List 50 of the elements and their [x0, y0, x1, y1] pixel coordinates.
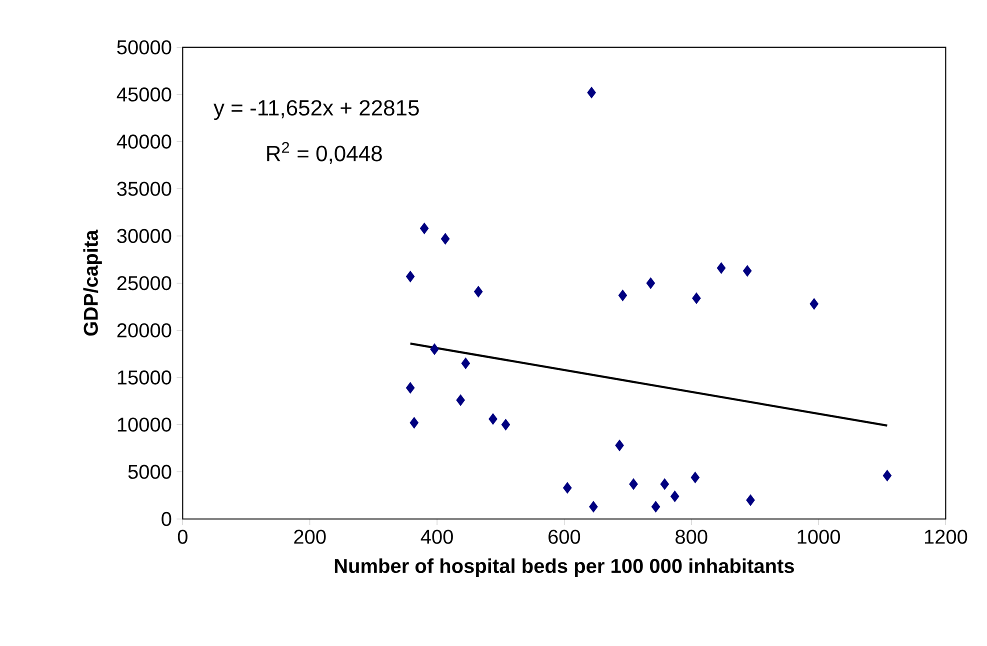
y-tick-label: 35000: [117, 182, 172, 196]
point: [501, 418, 510, 430]
x-tick-label: 800: [676, 530, 708, 544]
point: [810, 298, 818, 310]
x-tick-label: 0: [178, 530, 188, 544]
x-axis-title: Number of hospital beds per 100 000 inhabitants: [334, 558, 794, 577]
point: [742, 265, 752, 277]
annotation: y = -11,652x + 22815: [214, 100, 419, 120]
point: [615, 440, 624, 452]
y-tick-label: 20000: [117, 323, 172, 338]
point: [882, 470, 892, 482]
y-tick-label: 10000: [118, 418, 172, 432]
y-tick-label: 30000: [117, 228, 172, 244]
y-axis-title: GDP/capita: [83, 230, 102, 336]
point: [690, 472, 700, 484]
point: [692, 292, 701, 304]
annotation: R$^{2}$ = 0,0448: [267, 142, 382, 164]
x-tick-label: 1000: [798, 530, 840, 544]
point: [651, 500, 660, 512]
point: [589, 500, 598, 512]
y-tick-label: 5000: [128, 464, 172, 479]
x-tick-label: 400: [420, 530, 453, 544]
point: [670, 490, 680, 502]
point: [488, 413, 498, 425]
y-tick-label: 15000: [118, 370, 172, 385]
point: [716, 262, 726, 274]
point: [629, 478, 638, 490]
point: [646, 277, 656, 289]
x-tick-label: 1200: [924, 530, 968, 544]
point: [406, 270, 415, 282]
point: [461, 358, 470, 370]
y-tick-label: 45000: [116, 87, 172, 102]
x-tick-label: 200: [294, 530, 326, 544]
x-tick-label: 600: [548, 530, 580, 544]
point: [410, 417, 419, 429]
y-tick-label: 0: [162, 512, 172, 526]
point: [420, 222, 429, 234]
point: [587, 86, 596, 98]
point: [746, 494, 755, 506]
y-tick-label: 25000: [117, 276, 172, 290]
point: [618, 290, 628, 302]
point: [430, 343, 439, 355]
y-tick-label: 40000: [116, 134, 172, 149]
y-tick-label: 50000: [117, 40, 172, 54]
point: [440, 233, 450, 245]
point: [456, 394, 465, 406]
point: [474, 286, 483, 298]
point: [406, 382, 415, 394]
point: [660, 478, 670, 490]
point: [562, 482, 572, 494]
